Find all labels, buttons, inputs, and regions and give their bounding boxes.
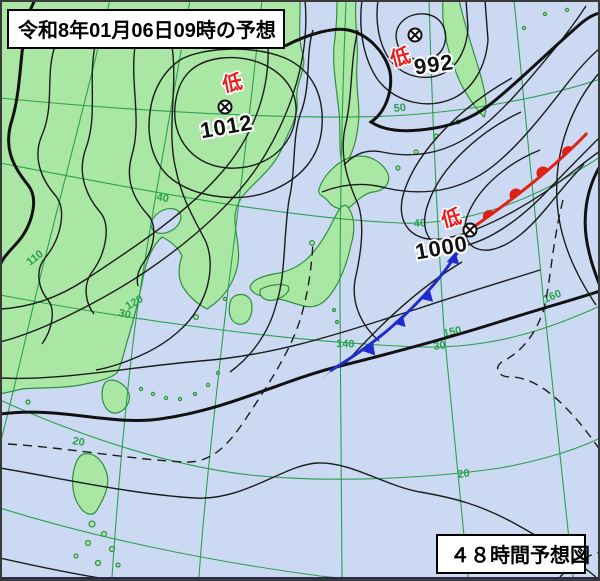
title-box-frame [7, 9, 285, 49]
label-lat30-west: 30 [117, 307, 131, 321]
low-center-marks [217, 27, 478, 238]
meridian-150e [428, 0, 469, 578]
isobar [0, 269, 541, 380]
asia-continent [0, 0, 305, 395]
isobar [148, 48, 323, 199]
isobar [464, 149, 585, 251]
isobar-thick [0, 0, 37, 269]
parallel-50n [0, 78, 600, 118]
label-lon140: 140 [336, 338, 355, 351]
taiwan-island [101, 379, 130, 414]
isobar [128, 45, 155, 287]
kyushu-island [228, 293, 253, 325]
parallel-40n [0, 156, 600, 224]
chart-type-label: ４８時間予想図 [450, 543, 590, 567]
parallel-20n [0, 399, 600, 480]
isobar [0, 45, 269, 310]
small-islands [25, 7, 570, 568]
warm-front-semicircle-icon [509, 188, 522, 199]
label-lat40-east: 40 [413, 217, 426, 230]
isobar [81, 45, 107, 315]
cold-front-triangles [322, 252, 460, 379]
label-lat20-east: 20 [457, 467, 471, 481]
cold-front [322, 233, 470, 379]
isobar [37, 45, 63, 345]
isobar-intermediate [7, 240, 314, 463]
label-lat40-west: 40 [155, 191, 169, 205]
isobar [0, 0, 307, 343]
x-circle-low-symbol [217, 99, 233, 115]
chart-title: 令和8年01月06日09時の予想 [18, 18, 276, 42]
cold-front-triangle-icon [393, 314, 406, 327]
meridian-130e [198, 0, 263, 578]
isobar-thick [583, 165, 600, 287]
landmass-group [0, 0, 570, 568]
meridian-110e [0, 0, 111, 445]
shikoku-island [259, 283, 290, 301]
label-lat20-west: 20 [71, 435, 85, 449]
x-circle-low-symbol [462, 222, 478, 238]
isobar [174, 56, 297, 169]
kamchatka-peninsula [442, 0, 487, 119]
isobar [423, 111, 599, 249]
hokkaido-island [318, 155, 390, 210]
cold-front-triangle-icon [420, 289, 434, 302]
warm-front-semicircle-icon [536, 166, 549, 178]
isobar [95, 45, 211, 371]
isobar [321, 47, 600, 193]
isobar [395, 13, 447, 61]
isobar [555, 71, 600, 306]
footer-box: ４８時間予想図 [436, 534, 590, 574]
warm-front-semicircles [482, 146, 573, 220]
meridian-160e [513, 0, 574, 578]
cold-front-triangle-icon [322, 364, 341, 379]
x-circle-low-symbol [407, 27, 423, 43]
cold-front-triangle-icon [363, 342, 376, 356]
title-box: 令和8年01月06日09時の予想 [7, 9, 285, 49]
label-lat50: 50 [393, 102, 406, 115]
warm-front-semicircle-icon [562, 146, 573, 157]
meridian-140e [339, 0, 347, 578]
warm-front [471, 132, 589, 230]
isobar-thick [284, 11, 600, 133]
footer-box-frame [436, 534, 586, 574]
isobar [400, 77, 600, 240]
isobar [0, 462, 597, 578]
isobar [342, 29, 380, 342]
warm-front-semicircle-icon [482, 210, 495, 220]
label-lat30-east: 30 [433, 339, 447, 353]
isobar [360, 0, 489, 105]
cold-front-triangle-icon [446, 252, 460, 265]
isobar [376, 0, 469, 79]
honshu-island [249, 204, 355, 308]
isobar [229, 29, 314, 373]
isobar-intermediate [496, 199, 600, 451]
